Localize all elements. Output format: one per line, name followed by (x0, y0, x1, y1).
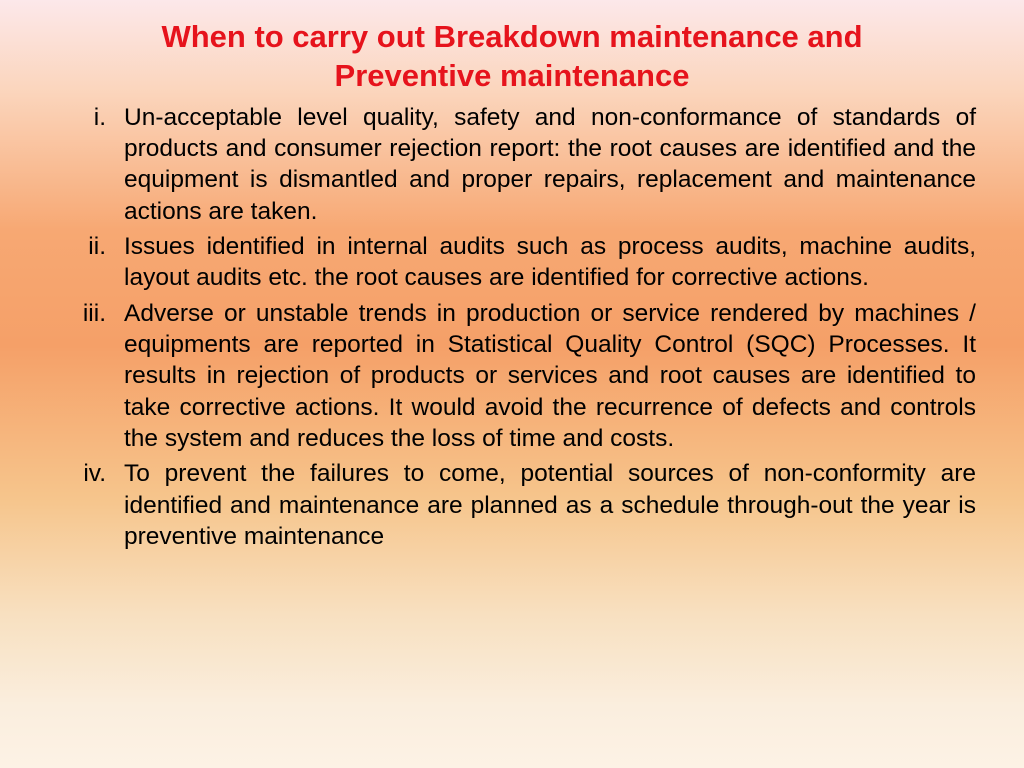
list-item: Issues identified in internal audits suc… (48, 231, 976, 294)
list-item: Un-acceptable level quality, safety and … (48, 102, 976, 227)
slide-container: When to carry out Breakdown maintenance … (0, 0, 1024, 768)
list-item: To prevent the failures to come, potenti… (48, 458, 976, 552)
list-item: Adverse or unstable trends in production… (48, 298, 976, 455)
slide-title: When to carry out Breakdown maintenance … (48, 18, 976, 96)
content-list: Un-acceptable level quality, safety and … (48, 102, 976, 553)
